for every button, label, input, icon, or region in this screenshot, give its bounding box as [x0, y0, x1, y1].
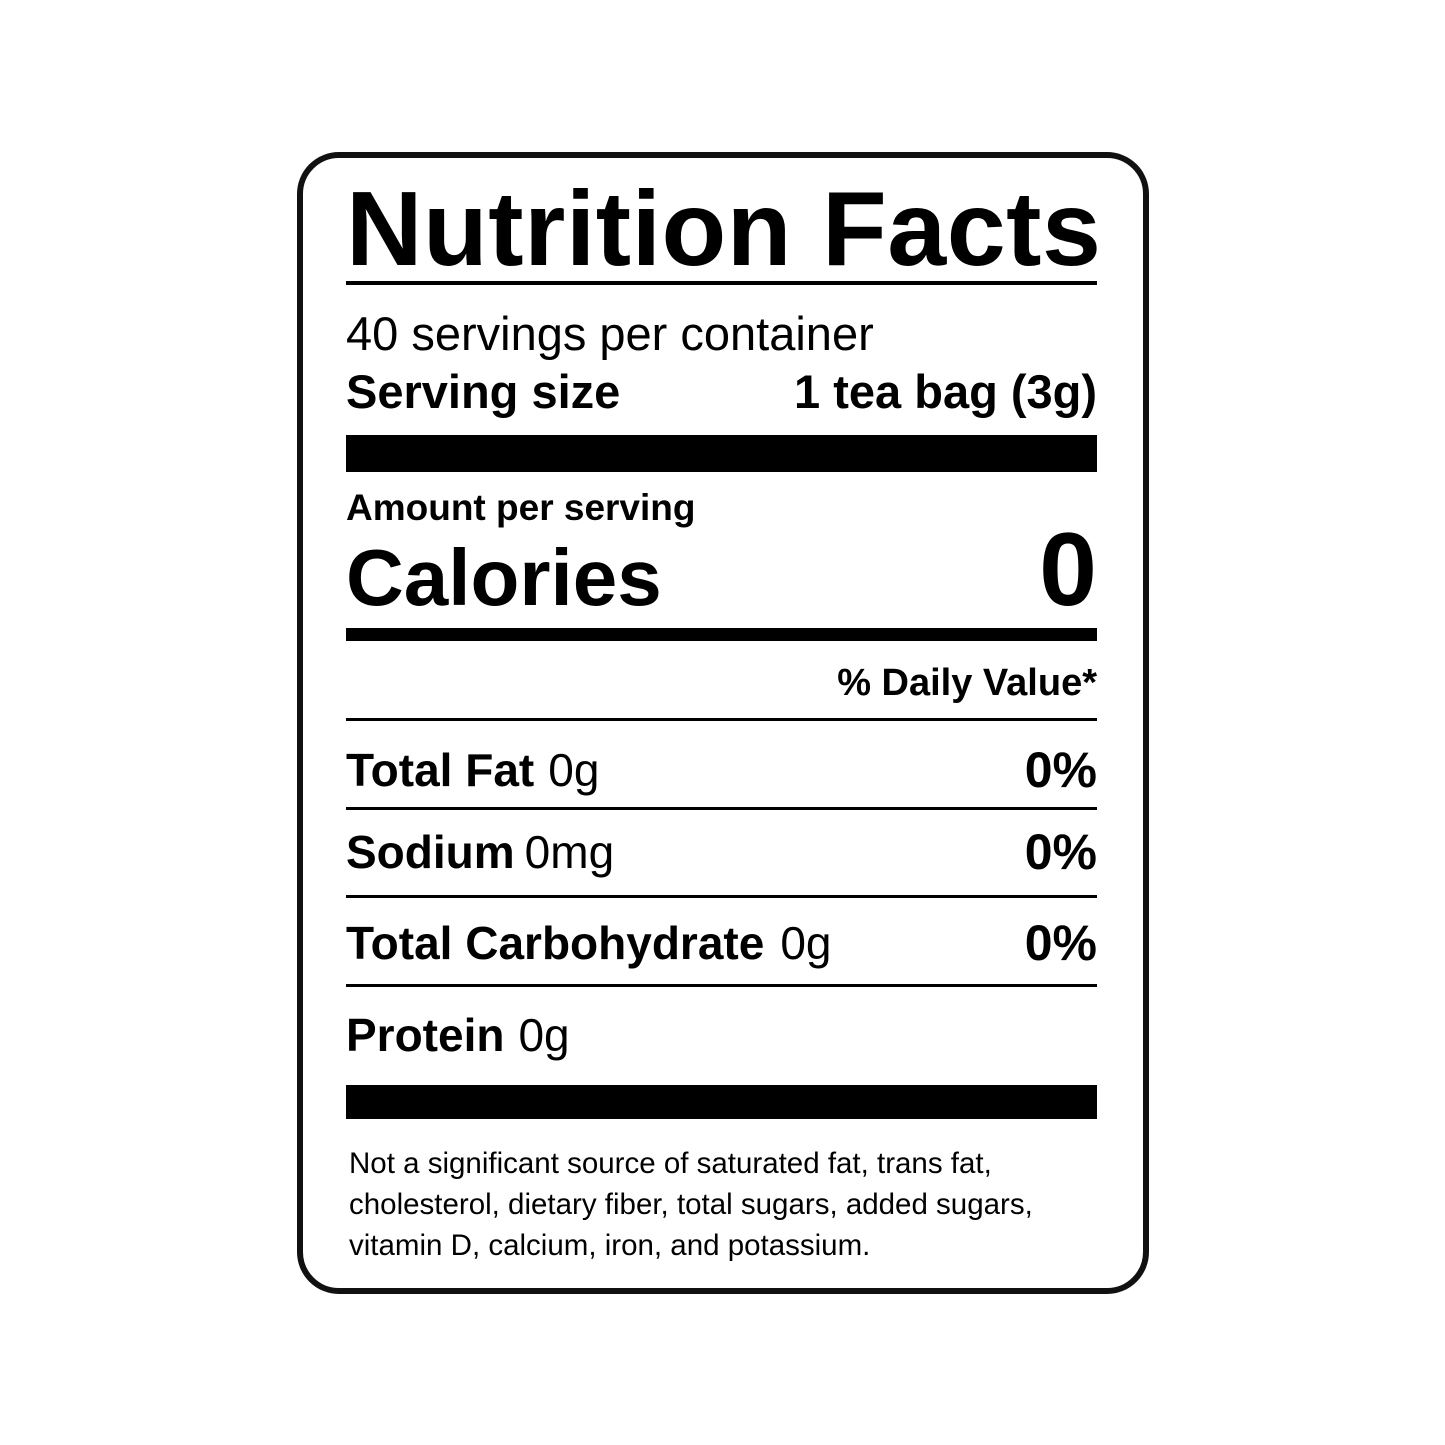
- nutrient-row-sodium: Sodium 0mg 0%: [346, 822, 1097, 882]
- servings-per-container: 40 servings per container: [346, 307, 874, 360]
- nutrient-amount: 0g: [780, 917, 832, 969]
- footnote: Not a significant source of saturated fa…: [349, 1147, 1033, 1262]
- calories-value: 0: [1039, 512, 1097, 628]
- label-title: Nutrition Facts: [346, 170, 1102, 288]
- nutrient-amount: 0mg: [524, 826, 615, 878]
- nutrient-daily-value: 0%: [1024, 742, 1097, 798]
- serving-size-label: Serving size: [346, 365, 621, 418]
- calories-label: Calories: [346, 533, 662, 622]
- divider: [346, 718, 1097, 721]
- divider: [346, 895, 1097, 898]
- daily-value-header: % Daily Value*: [837, 662, 1097, 704]
- thick-divider: [346, 1085, 1097, 1119]
- nutrient-name: Protein: [346, 1009, 505, 1061]
- nutrient-name: Total Fat: [346, 744, 535, 796]
- nutrient-daily-value: 0%: [1024, 915, 1097, 971]
- amount-per-serving: Amount per serving: [346, 487, 696, 528]
- nutrient-daily-value: 0%: [1024, 824, 1097, 880]
- nutrient-row-total-fat: Total Fat 0g 0%: [346, 740, 1097, 800]
- serving-size-value: 1 tea bag (3g): [794, 365, 1097, 418]
- divider: [346, 807, 1097, 810]
- medium-divider: [346, 628, 1097, 641]
- divider: [346, 984, 1097, 987]
- nutrient-row-protein: Protein 0g: [346, 1005, 1097, 1065]
- nutrient-name: Sodium: [346, 826, 515, 878]
- nutrient-amount: 0g: [518, 1009, 570, 1061]
- nutrient-amount: 0g: [548, 744, 600, 796]
- thick-divider: [346, 435, 1097, 472]
- divider: [346, 281, 1097, 285]
- nutrition-label-border: [297, 152, 1149, 1294]
- nutrient-name: Total Carbohydrate: [346, 917, 765, 969]
- nutrient-row-total-carbohydrate: Total Carbohydrate 0g 0%: [346, 913, 1097, 973]
